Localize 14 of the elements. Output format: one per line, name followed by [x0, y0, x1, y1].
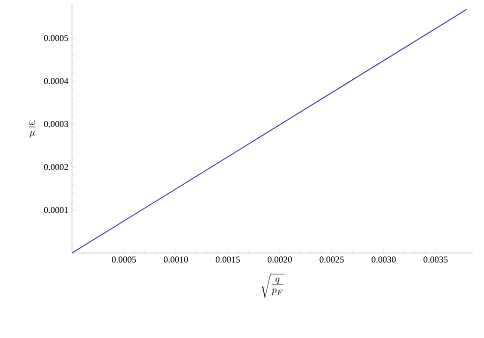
x-tick-label: 0.0030 [372, 256, 396, 263]
y-tick-label: 0.0002 [44, 164, 68, 170]
y-tick-label: 0.0001 [44, 206, 68, 214]
y-tick-label: 0.0003 [44, 120, 68, 128]
x-tick-label: 0.0015 [216, 256, 240, 263]
x-tick-label: 0.0025 [320, 256, 344, 263]
x-tick-label: 0.0005 [112, 256, 136, 263]
x-tick-label: 0.0035 [424, 256, 448, 263]
y-tick-label: 0.0004 [44, 78, 68, 84]
y-tick-label: 0.0005 [44, 35, 68, 42]
x-axis-title: $\sqrt{\frac{q}{p_F}}$ [262, 274, 285, 298]
x-tick-label: 0.0020 [268, 256, 292, 263]
y-axis-title: $\frac{\omega}{\mu}$ [29, 120, 36, 138]
x-tick-label: 0.0010 [164, 256, 188, 263]
